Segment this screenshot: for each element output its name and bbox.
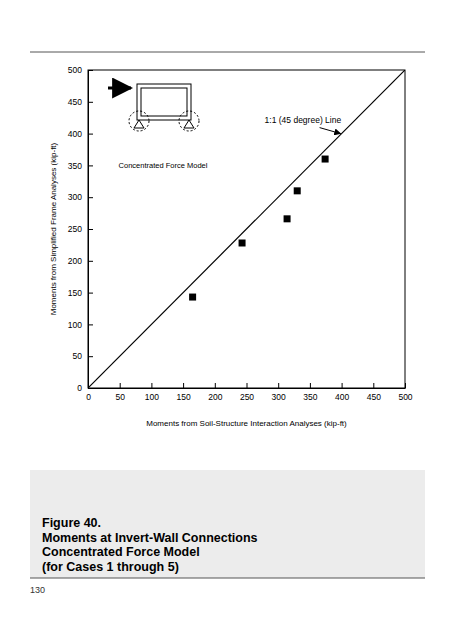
- y-tick: 450: [68, 97, 93, 107]
- y-tick-label: 100: [68, 320, 82, 330]
- y-tick: 100: [68, 320, 93, 330]
- y-tick-label: 150: [68, 288, 82, 298]
- y-tick-label: 50: [73, 351, 83, 361]
- frame-inner: [141, 88, 187, 116]
- y-tick: 400: [68, 129, 93, 139]
- y-tick: 350: [68, 161, 93, 171]
- inset-diagram: Concentrated Force Model: [108, 84, 208, 170]
- y-tick-mark: [88, 388, 93, 389]
- support-highlight: [129, 111, 149, 131]
- x-tick-label: 150: [177, 392, 191, 402]
- x-tick: 200: [208, 383, 222, 402]
- caption-line: Figure 40.: [42, 516, 101, 530]
- y-tick-mark: [88, 293, 93, 294]
- caption-background: [30, 470, 425, 578]
- x-tick-mark: [342, 383, 343, 388]
- support-highlight: [179, 111, 199, 131]
- x-tick: 450: [367, 383, 381, 402]
- y-tick-label: 450: [68, 97, 82, 107]
- data-point: [189, 294, 196, 301]
- y-tick: 500: [68, 65, 93, 75]
- y-tick-label: 400: [68, 129, 82, 139]
- data-point: [284, 215, 291, 222]
- y-tick-label: 300: [68, 192, 82, 202]
- y-tick: 50: [73, 351, 93, 361]
- y-tick-label: 350: [68, 161, 82, 171]
- x-tick: 400: [335, 383, 349, 402]
- x-tick-label: 400: [335, 392, 349, 402]
- y-tick-mark: [88, 229, 93, 230]
- x-tick-mark: [247, 383, 248, 388]
- y-tick-mark: [88, 324, 93, 325]
- data-point: [294, 187, 301, 194]
- x-tick-mark: [215, 383, 216, 388]
- x-tick-mark: [183, 383, 184, 388]
- frame-outer: [137, 84, 191, 120]
- y-tick-label: 250: [68, 224, 82, 234]
- y-tick: 250: [68, 224, 93, 234]
- caption-line: Concentrated Force Model: [42, 545, 200, 559]
- caption-line: (for Cases 1 through 5): [42, 560, 179, 574]
- support: [134, 120, 144, 128]
- x-tick: 150: [177, 383, 191, 402]
- x-tick-mark: [278, 383, 279, 388]
- caption-line: Moments at Invert-Wall Connections: [42, 531, 258, 545]
- x-axis-line: [89, 388, 406, 389]
- x-tick: 250: [240, 383, 254, 402]
- x-tick: 500: [398, 383, 412, 402]
- x-tick-mark: [120, 383, 121, 388]
- y-tick-mark: [88, 261, 93, 262]
- x-tick-label: 500: [398, 392, 412, 402]
- line-label-arrow: [320, 128, 341, 134]
- y-tick-mark: [88, 356, 93, 357]
- y-tick-label: 0: [77, 383, 82, 393]
- inset-label: Concentrated Force Model: [119, 161, 208, 170]
- x-tick-label: 300: [272, 392, 286, 402]
- x-tick-mark: [373, 383, 374, 388]
- x-tick-mark: [310, 383, 311, 388]
- y-tick-label: 500: [68, 65, 82, 75]
- x-tick-label: 450: [367, 392, 381, 402]
- x-tick-label: 100: [145, 392, 159, 402]
- x-axis: 0 50 100 150 200 250 300 350 400 450 500: [86, 383, 413, 402]
- y-axis: 0 50 100 150 200 250 300 350 400 450 500: [68, 65, 93, 393]
- x-tick-label: 0: [86, 392, 91, 402]
- y-tick-mark: [88, 70, 93, 71]
- reference-line: [88, 70, 405, 388]
- plot-area: [88, 70, 405, 388]
- page-number: 130: [30, 585, 45, 595]
- x-tick-label: 350: [303, 392, 317, 402]
- y-tick-label: 200: [68, 256, 82, 266]
- force-arrow: [108, 87, 131, 90]
- x-tick: 350: [303, 383, 317, 402]
- support: [184, 120, 194, 128]
- x-axis-title: Moments from Soil-Structure Interaction …: [146, 419, 347, 428]
- plot-frame: [88, 70, 405, 388]
- x-tick-label: 200: [208, 392, 222, 402]
- y-tick-mark: [88, 165, 93, 166]
- x-tick: 50: [115, 383, 125, 402]
- y-axis-title: Moments from Simplified Frame Analyses (…: [49, 142, 58, 315]
- x-tick-mark: [151, 383, 152, 388]
- x-tick-label: 250: [240, 392, 254, 402]
- data-point: [239, 239, 246, 246]
- x-tick-mark: [405, 383, 406, 388]
- y-tick-mark: [88, 134, 93, 135]
- x-tick: 300: [272, 383, 286, 402]
- page: 0 50 100 150 200 250 300 350 400 450 500 0 50 100 150 2…: [0, 0, 455, 640]
- y-tick: 300: [68, 192, 93, 202]
- y-tick-mark: [88, 102, 93, 103]
- x-tick: 100: [145, 383, 159, 402]
- line-label: 1:1 (45 degree) Line: [265, 115, 342, 125]
- y-tick: 200: [68, 256, 93, 266]
- y-tick: 150: [68, 288, 93, 298]
- data-point: [322, 156, 329, 163]
- top-rule: [30, 52, 425, 53]
- x-tick-label: 50: [115, 392, 125, 402]
- bottom-rule: [30, 578, 425, 579]
- y-tick-mark: [88, 197, 93, 198]
